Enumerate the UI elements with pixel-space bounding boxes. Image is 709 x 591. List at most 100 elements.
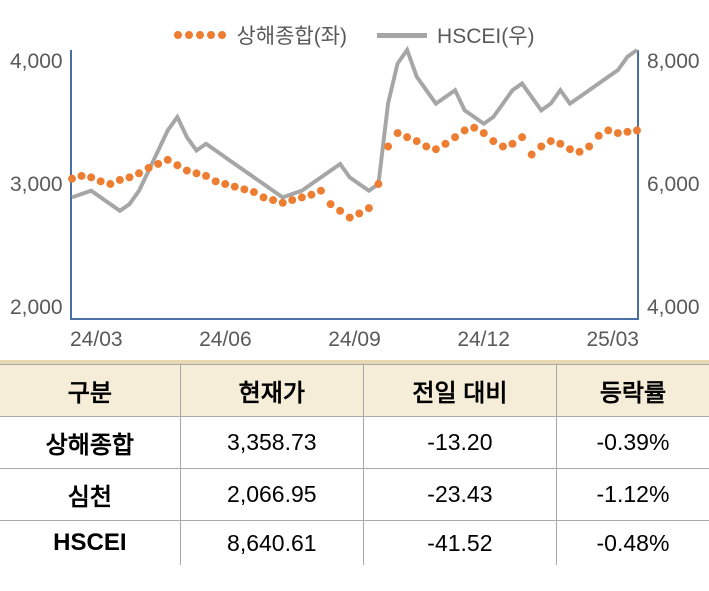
shanghai-dot <box>260 193 268 201</box>
shanghai-dot <box>384 143 392 151</box>
y-axis-right: 8,000 6,000 4,000 <box>639 50 699 320</box>
shanghai-dot <box>336 207 344 215</box>
y-tick: 2,000 <box>10 296 62 320</box>
legend-item-hscei: HSCEI(우) <box>377 20 535 50</box>
shanghai-dot <box>470 124 478 132</box>
shanghai-dot <box>623 128 631 136</box>
x-tick: 25/03 <box>586 328 639 352</box>
shanghai-dot <box>489 137 497 145</box>
shanghai-dot <box>97 177 105 185</box>
shanghai-dot <box>403 133 411 141</box>
cell-pct: -0.39% <box>556 417 709 469</box>
cell-change: -41.52 <box>363 521 556 566</box>
shanghai-dot <box>374 180 382 188</box>
shanghai-dot <box>346 214 354 222</box>
table-header: 구분 현재가 전일 대비 등락률 <box>0 365 709 417</box>
row-label: 상해종합 <box>0 417 180 469</box>
cell-price: 3,358.73 <box>180 417 363 469</box>
shanghai-dot <box>116 176 124 184</box>
shanghai-dot <box>547 137 555 145</box>
table-row: 상해종합 3,358.73 -13.20 -0.39% <box>0 417 709 469</box>
shanghai-dot <box>307 191 315 199</box>
dot-icon <box>174 31 182 39</box>
shanghai-dot <box>269 196 277 204</box>
y-tick: 6,000 <box>647 173 699 197</box>
cell-price: 2,066.95 <box>180 469 363 521</box>
index-table-container: 구분 현재가 전일 대비 등락률 상해종합 3,358.73 -13.20 -0… <box>0 360 709 565</box>
cell-change: -23.43 <box>363 469 556 521</box>
shanghai-dot <box>212 177 220 185</box>
row-label: HSCEI <box>0 521 180 566</box>
shanghai-dot <box>173 161 181 169</box>
shanghai-dot <box>317 187 325 195</box>
cell-pct: -0.48% <box>556 521 709 566</box>
chart-svg <box>72 50 637 318</box>
y-tick: 8,000 <box>647 50 699 74</box>
x-tick: 24/12 <box>457 328 510 352</box>
shanghai-dot <box>240 185 248 193</box>
shanghai-dot <box>556 140 564 148</box>
shanghai-dot <box>355 210 363 218</box>
shanghai-dot <box>585 143 593 151</box>
y-tick: 3,000 <box>10 173 62 197</box>
index-table: 구분 현재가 전일 대비 등락률 상해종합 3,358.73 -13.20 -0… <box>0 364 709 565</box>
cell-price: 8,640.61 <box>180 521 363 566</box>
cell-pct: -1.12% <box>556 469 709 521</box>
plot <box>70 50 639 320</box>
shanghai-dot <box>595 132 603 140</box>
shanghai-dot <box>231 183 239 191</box>
chart-legend: 상해종합(좌) HSCEI(우) <box>10 20 699 50</box>
shanghai-dot <box>250 188 258 196</box>
dot-icon <box>207 31 215 39</box>
hscei-line <box>72 50 637 211</box>
shanghai-dot <box>365 204 373 212</box>
legend-marker-line <box>377 33 427 38</box>
col-change: 전일 대비 <box>363 365 556 417</box>
legend-label: 상해종합(좌) <box>236 20 347 50</box>
shanghai-dot <box>422 143 430 151</box>
table-row: 심천 2,066.95 -23.43 -1.12% <box>0 469 709 521</box>
shanghai-dot <box>145 164 153 172</box>
shanghai-dot <box>68 175 76 183</box>
shanghai-dot <box>509 140 517 148</box>
shanghai-dot <box>78 172 86 180</box>
shanghai-dot <box>221 180 229 188</box>
shanghai-dot <box>518 133 526 141</box>
shanghai-dot <box>126 173 134 181</box>
col-pct: 등락률 <box>556 365 709 417</box>
shanghai-dot <box>298 193 306 201</box>
shanghai-dot <box>499 143 507 151</box>
legend-item-shanghai: 상해종합(좌) <box>174 20 347 50</box>
y-axis-left: 4,000 3,000 2,000 <box>10 50 70 320</box>
shanghai-dot <box>106 180 114 188</box>
col-category: 구분 <box>0 365 180 417</box>
shanghai-dot <box>413 137 421 145</box>
dot-icon <box>218 31 226 39</box>
shanghai-dot <box>183 167 191 175</box>
shanghai-dot <box>604 126 612 134</box>
shanghai-dot <box>327 200 335 208</box>
shanghai-dot <box>528 151 536 159</box>
shanghai-dot <box>614 129 622 137</box>
x-tick: 24/06 <box>199 328 252 352</box>
table-row: HSCEI 8,640.61 -41.52 -0.48% <box>0 521 709 566</box>
shanghai-dot <box>576 148 584 156</box>
shanghai-dot <box>394 129 402 137</box>
row-label: 심천 <box>0 469 180 521</box>
plot-area: 4,000 3,000 2,000 8,000 6,000 4,000 24/0… <box>10 50 699 320</box>
shanghai-dot <box>566 145 574 153</box>
x-axis: 24/03 24/06 24/09 24/12 25/03 <box>70 328 639 352</box>
shanghai-dot <box>135 169 143 177</box>
shanghai-dot <box>537 143 545 151</box>
legend-marker-dotted <box>174 31 226 39</box>
shanghai-dot <box>87 173 95 181</box>
shanghai-dot <box>154 160 162 168</box>
col-price: 현재가 <box>180 365 363 417</box>
shanghai-dot <box>202 172 210 180</box>
shanghai-dot <box>288 196 296 204</box>
cell-change: -13.20 <box>363 417 556 469</box>
shanghai-dot <box>633 126 641 134</box>
shanghai-dot <box>480 129 488 137</box>
legend-label: HSCEI(우) <box>437 20 535 50</box>
shanghai-dot <box>441 140 449 148</box>
